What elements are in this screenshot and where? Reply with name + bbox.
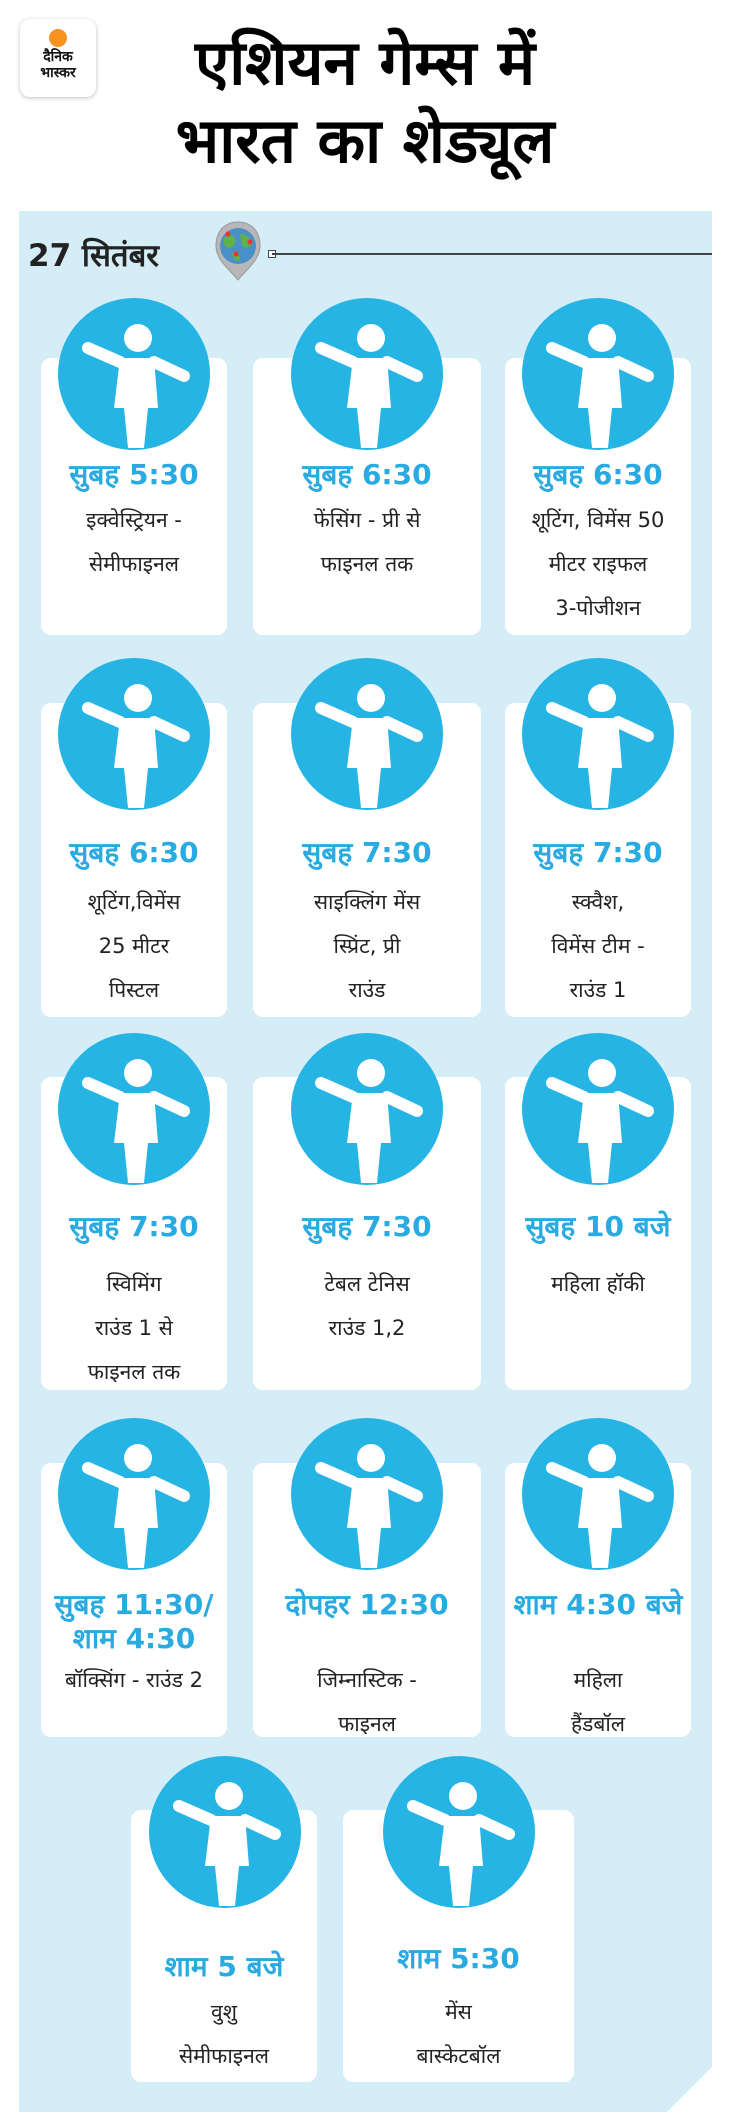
- event-description-line: विमेंस टीम -: [551, 934, 645, 958]
- event-description: स्विमिंग राउंड 1 से फाइनल तक: [41, 1262, 227, 1394]
- event-description: जिम्नास्टिक - फाइनल: [253, 1658, 481, 1746]
- equestrian-icon: [58, 298, 210, 450]
- event-description-line: फाइनल: [338, 1712, 396, 1736]
- event-description: शूटिंग,विमेंस 25 मीटर पिस्टल: [41, 880, 227, 1012]
- fencing-icon: [291, 298, 443, 450]
- event-time: सुबह 7:30: [302, 836, 432, 869]
- event-description: स्क्वैश, विमेंस टीम - राउंड 1: [505, 880, 691, 1012]
- hockey-icon: [522, 1033, 674, 1185]
- handball-icon: [522, 1418, 674, 1570]
- timeline-line: [272, 253, 712, 255]
- event-description-line: इक्वेस्ट्रियन -: [86, 508, 182, 532]
- logo-line2: भास्कर: [40, 65, 76, 81]
- event-description: साइक्लिंग मेंस स्प्रिंट, प्री राउंड: [253, 880, 481, 1012]
- event-description-line: हैंडबॉल: [570, 1712, 626, 1736]
- gymnastics-icon: [291, 1418, 443, 1570]
- pistol-shooting-icon: [58, 658, 210, 810]
- swimming-icon: [58, 1033, 210, 1185]
- event-description-line: पिस्टल: [108, 978, 160, 1002]
- event-description: महिला हैंडबॉल: [505, 1658, 691, 1746]
- event-description: बॉक्सिंग - राउंड 2: [41, 1658, 227, 1702]
- event-description-line: मीटर राइफल: [548, 552, 648, 576]
- event-time: शाम 5:30: [397, 1942, 520, 1975]
- event-description-line: जिम्नास्टिक -: [317, 1668, 417, 1692]
- event-description-line: स्क्वैश,: [571, 890, 625, 914]
- event-description-line: बास्केटबॉल: [416, 2044, 501, 2068]
- event-time: सुबह 6:30: [302, 458, 432, 491]
- boxing-icon: [58, 1418, 210, 1570]
- event-time: सुबह 6:30: [69, 836, 199, 869]
- event-description-line: वुशु: [211, 2000, 237, 2024]
- event-description: वुशु सेमीफाइनल: [131, 1990, 317, 2078]
- event-description: इक्वेस्ट्रियन - सेमीफाइनल: [41, 498, 227, 586]
- event-description-line: महिला हॉकी: [551, 1272, 645, 1296]
- squash-icon: [522, 658, 674, 810]
- event-time: सुबह 6:30: [533, 458, 663, 491]
- event-description-line: फाइनल तक: [320, 552, 414, 576]
- event-time: सुबह 7:30: [69, 1210, 199, 1243]
- title-line1: एशियन गेम्स में: [194, 26, 536, 99]
- globe-pin-icon: [215, 221, 261, 281]
- event-description-line: साइक्लिंग मेंस: [313, 890, 421, 914]
- event-description: फेंसिंग - प्री से फाइनल तक: [253, 498, 481, 586]
- event-description-line: सेमीफाइनल: [88, 552, 180, 576]
- event-time: सुबह 5:30: [69, 458, 199, 491]
- event-description-line: 3-पोजीशन: [555, 596, 641, 620]
- event-time: सुबह 7:30: [302, 1210, 432, 1243]
- event-description-line: टेबल टेनिस: [324, 1272, 410, 1296]
- event-time: दोपहर 12:30: [285, 1588, 449, 1621]
- logo-line1: दैनिक: [43, 49, 73, 65]
- event-description: मेंस बास्केटबॉल: [343, 1990, 574, 2078]
- table-tennis-icon: [291, 1033, 443, 1185]
- event-description-line: स्प्रिंट, प्री: [333, 934, 401, 958]
- event-description-line: राउंड 1: [569, 978, 627, 1002]
- event-description: महिला हॉकी: [505, 1262, 691, 1306]
- event-description-line: फाइनल तक: [87, 1360, 181, 1384]
- page-title: एशियन गेम्स में भारत का शेड्यूल: [110, 24, 620, 180]
- event-time: सुबह 10 बजे: [525, 1210, 671, 1243]
- event-time: सुबह 7:30: [533, 836, 663, 869]
- title-line2: भारत का शेड्यूल: [175, 104, 555, 177]
- rifle-shooting-icon: [522, 298, 674, 450]
- event-time: सुबह 11:30/ शाम 4:30: [54, 1588, 214, 1655]
- event-description-line: स्विमिंग: [106, 1272, 162, 1296]
- event-description-line: महिला: [573, 1668, 623, 1692]
- event-description-line: सेमीफाइनल: [178, 2044, 270, 2068]
- wushu-icon: [149, 1756, 301, 1908]
- event-description: शूटिंग, विमेंस 50 मीटर राइफल 3-पोजीशन: [505, 498, 691, 630]
- event-time: शाम 4:30 बजे: [513, 1588, 683, 1621]
- basketball-icon: [383, 1756, 535, 1908]
- event-description-line: 25 मीटर: [98, 934, 170, 958]
- event-time: शाम 5 बजे: [164, 1950, 284, 1983]
- event-description-line: शूटिंग,विमेंस: [87, 890, 181, 914]
- event-description-line: राउंड: [348, 978, 386, 1002]
- event-description-line: राउंड 1,2: [328, 1316, 406, 1340]
- event-description-line: राउंड 1 से: [95, 1316, 173, 1340]
- sun-icon: [49, 29, 67, 47]
- event-description-line: बॉक्सिंग - राउंड 2: [65, 1668, 203, 1692]
- event-description-line: शूटिंग, विमेंस 50: [531, 508, 665, 532]
- dainik-bhaskar-logo: दैनिक भास्कर: [20, 19, 96, 97]
- event-description-line: फेंसिंग - प्री से: [313, 508, 421, 532]
- cycling-icon: [291, 658, 443, 810]
- event-description-line: मेंस: [445, 2000, 472, 2024]
- date-heading: 27 सितंबर: [28, 238, 159, 274]
- event-description: टेबल टेनिस राउंड 1,2: [253, 1262, 481, 1350]
